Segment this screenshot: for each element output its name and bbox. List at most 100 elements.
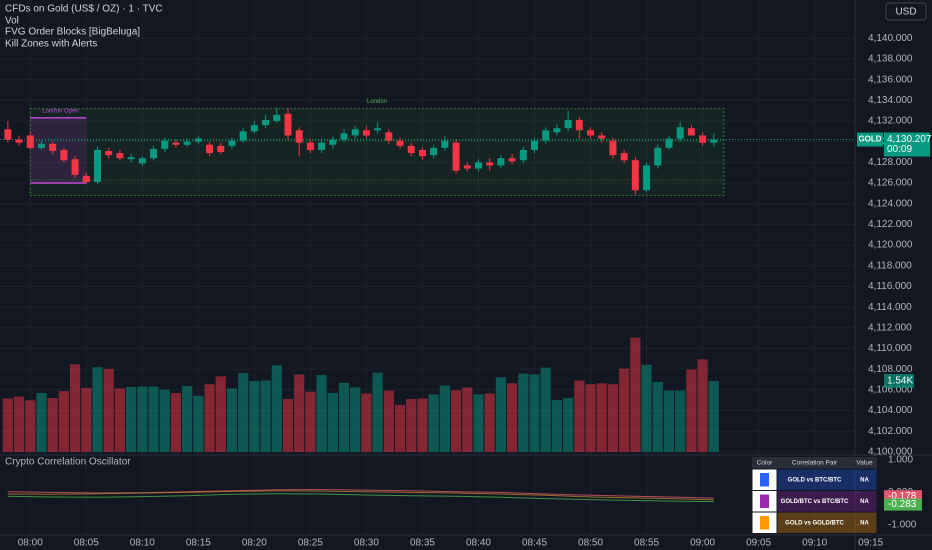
candle-body <box>239 131 247 141</box>
candle-body <box>575 119 583 131</box>
volume-bar <box>114 388 126 452</box>
y-tick-label: 4,132.000 <box>868 116 913 127</box>
volume-bar <box>450 390 462 452</box>
volume-bar <box>92 367 103 452</box>
candle-body <box>362 130 370 136</box>
candle-body <box>463 165 471 169</box>
price-tag <box>884 132 930 157</box>
candle-body <box>82 175 90 182</box>
volume-bar <box>686 369 697 452</box>
table-cell: NA <box>860 520 869 526</box>
y-tick-label: 4,128.000 <box>868 157 913 168</box>
candle-body <box>329 139 337 145</box>
y-tick-label: 4,134.000 <box>868 95 913 106</box>
table-header: Correlation Pair <box>792 460 838 467</box>
y-tick-label: 4,124.000 <box>868 198 913 209</box>
y-tick-label: -1.000 <box>888 520 917 531</box>
candle-body <box>474 162 482 169</box>
candle-body <box>710 139 718 143</box>
oscillator-line <box>7 490 714 501</box>
volume-bar <box>226 388 238 452</box>
volume-bar <box>361 393 372 452</box>
volume-tag-label: 1.54K <box>887 376 913 387</box>
volume-bar <box>518 373 529 452</box>
volume-bar <box>630 337 641 452</box>
volume-bar <box>69 364 81 452</box>
candle-body <box>687 128 695 136</box>
volume-bar <box>350 387 361 452</box>
volume-bar <box>394 404 406 452</box>
candle-body <box>206 144 214 154</box>
oscillator-title: Crypto Correlation Oscillator <box>5 457 131 468</box>
y-tick-label: 4,104.000 <box>868 405 913 416</box>
y-tick-label: 4,120.000 <box>868 240 913 251</box>
volume-bar <box>36 392 47 452</box>
candle-body <box>26 135 34 148</box>
table-header: Color <box>757 460 773 467</box>
x-tick-label: 09:15 <box>858 538 883 549</box>
volume-bar <box>25 400 36 452</box>
table-cell: NA <box>860 499 869 505</box>
candle-body <box>273 114 281 121</box>
candle-body <box>385 132 393 141</box>
volume-bar <box>697 359 708 452</box>
volume-bar <box>305 391 316 452</box>
candle-body <box>665 138 673 148</box>
volume-bar <box>47 398 58 452</box>
candle-body <box>553 128 561 133</box>
value-tag-label: -0.283 <box>888 499 917 510</box>
y-tick-label: 4,100.000 <box>868 447 913 458</box>
candle-body <box>631 160 639 191</box>
volume-bar <box>260 380 271 452</box>
volume-bar <box>574 380 585 452</box>
volume-bar <box>81 387 92 452</box>
candle-body <box>351 129 359 136</box>
price-tag-label: 4,130.207 <box>887 134 932 145</box>
table-cell: GOLD vs BTC/BTC <box>788 477 842 483</box>
y-tick-label: 4,108.000 <box>868 364 913 375</box>
x-tick-label: 08:55 <box>634 538 659 549</box>
volume-bar <box>619 368 630 452</box>
volume-bar <box>406 398 417 452</box>
candle-body <box>194 138 202 142</box>
candle-body <box>71 159 79 175</box>
y-tick-label: 4,114.000 <box>868 302 912 313</box>
candle-body <box>598 135 606 139</box>
oscillator-line <box>7 493 714 503</box>
x-tick-label: 09:00 <box>690 538 715 549</box>
candle-body <box>295 130 303 143</box>
color-swatch <box>760 494 769 508</box>
y-tick-label: 4,138.000 <box>868 54 913 65</box>
candle-body <box>497 158 505 166</box>
candle-body <box>127 157 135 160</box>
x-tick-label: 08:45 <box>522 538 547 549</box>
symbol-tag-label: GOLD <box>858 135 881 144</box>
candle-body <box>508 158 516 162</box>
currency-label[interactable]: USD <box>895 7 916 18</box>
candle-body <box>93 149 101 182</box>
volume-bar <box>596 383 607 452</box>
candle-body <box>60 149 68 161</box>
x-tick-label: 08:15 <box>186 538 211 549</box>
y-tick-label: 4,118.000 <box>868 260 912 271</box>
volume-bar <box>294 374 305 452</box>
currency-button[interactable] <box>885 2 927 21</box>
table-header: Value <box>856 460 873 467</box>
plot: London London Open <box>0 99 855 503</box>
zone-label: London Open <box>42 108 78 114</box>
volume-bar <box>327 392 338 452</box>
candle-body <box>654 147 662 166</box>
candle-body <box>407 145 415 154</box>
volume-bar <box>159 389 170 452</box>
correlation-table: Color Correlation Pair Value GOLD vs BTC/BT… <box>751 457 878 534</box>
candle-body <box>676 127 684 139</box>
value-tag <box>884 498 922 511</box>
y-tick-label: 4,112.000 <box>868 322 912 333</box>
volume-bar <box>215 376 226 452</box>
volume-bar <box>338 382 350 452</box>
candle-body <box>15 139 23 143</box>
volume-bar <box>484 393 495 452</box>
volume-bar <box>663 390 675 452</box>
candle-body <box>441 140 449 148</box>
volume-bar <box>641 364 652 452</box>
